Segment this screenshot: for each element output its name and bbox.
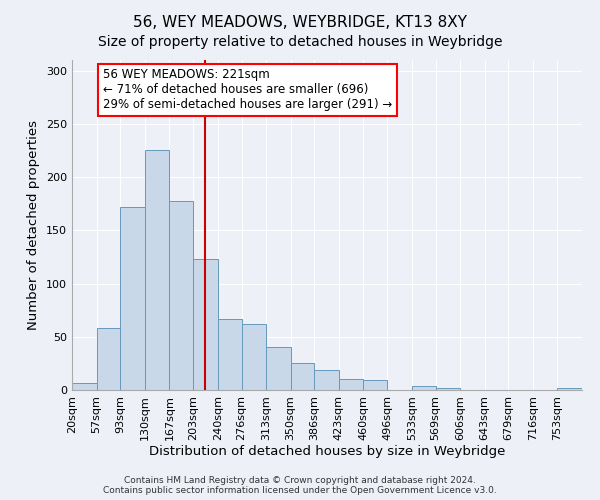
Y-axis label: Number of detached properties: Number of detached properties: [28, 120, 40, 330]
Bar: [169, 200, 193, 390]
Bar: [193, 259, 218, 390]
Bar: [290, 364, 314, 390]
Bar: [339, 380, 364, 390]
Text: Size of property relative to detached houses in Weybridge: Size of property relative to detached ho…: [98, 35, 502, 49]
Bar: [364, 380, 387, 390]
Text: Contains HM Land Registry data © Crown copyright and database right 2024.
Contai: Contains HM Land Registry data © Crown c…: [103, 476, 497, 495]
Bar: [72, 382, 97, 390]
Bar: [218, 318, 242, 390]
Bar: [97, 328, 121, 390]
Bar: [145, 150, 169, 390]
Bar: [436, 388, 460, 390]
X-axis label: Distribution of detached houses by size in Weybridge: Distribution of detached houses by size …: [149, 446, 505, 458]
Text: 56, WEY MEADOWS, WEYBRIDGE, KT13 8XY: 56, WEY MEADOWS, WEYBRIDGE, KT13 8XY: [133, 15, 467, 30]
Bar: [314, 370, 339, 390]
Bar: [266, 348, 290, 390]
Bar: [557, 388, 582, 390]
Bar: [242, 324, 266, 390]
Bar: [412, 386, 436, 390]
Bar: [121, 207, 145, 390]
Text: 56 WEY MEADOWS: 221sqm
← 71% of detached houses are smaller (696)
29% of semi-de: 56 WEY MEADOWS: 221sqm ← 71% of detached…: [103, 68, 392, 112]
